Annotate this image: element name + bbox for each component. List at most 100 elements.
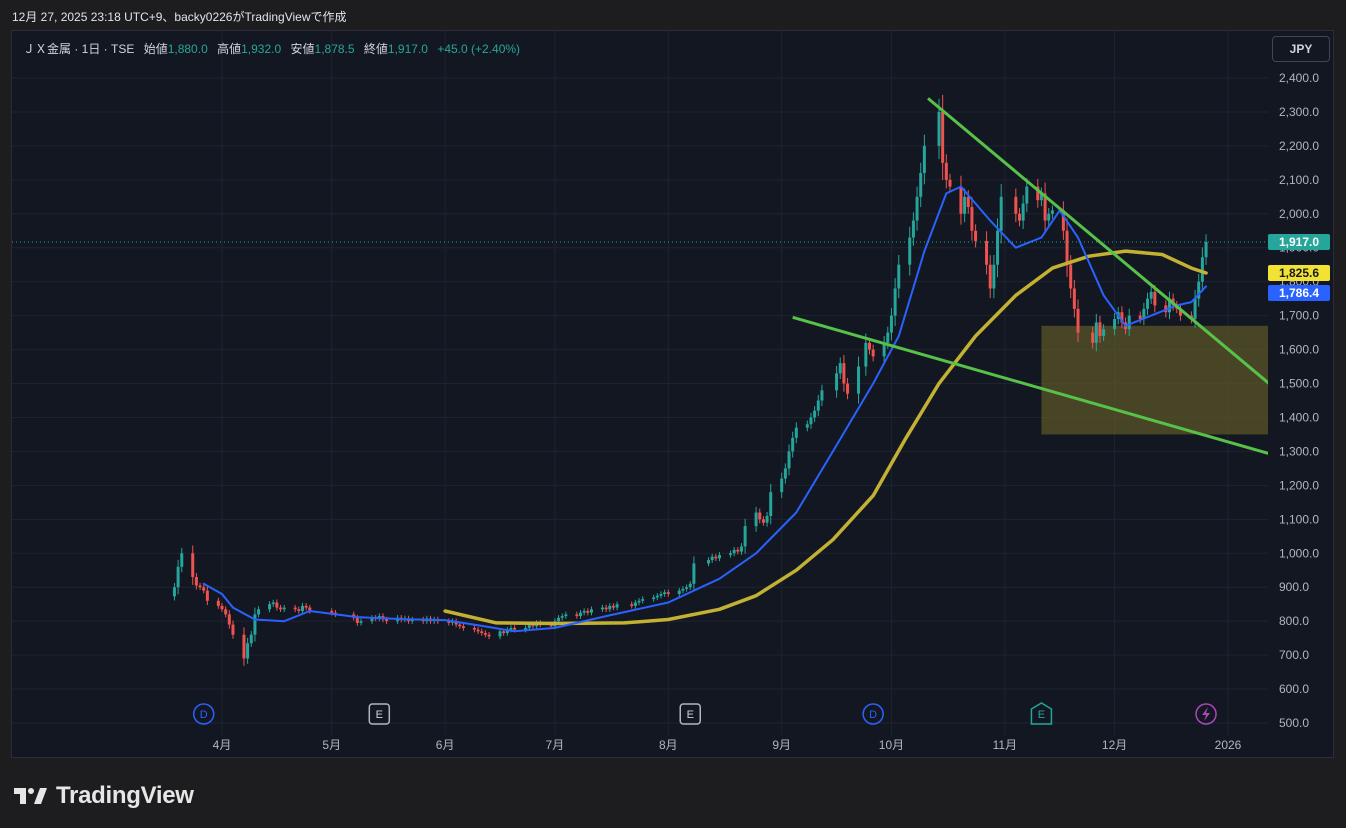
candlestick-series (172, 94, 1208, 666)
candle-body (611, 605, 615, 608)
close-value: 1,917.0 (387, 42, 428, 56)
candle-body (761, 519, 765, 523)
open-label: 始値 (143, 42, 168, 56)
candle-body (1021, 203, 1025, 221)
candle-body (198, 585, 202, 588)
candle-body (739, 546, 743, 552)
candle-body (1036, 186, 1040, 201)
candle-body (297, 609, 301, 611)
candle-body (257, 609, 261, 615)
candle-body (205, 590, 209, 601)
candle-body (447, 621, 451, 623)
candle-body (1039, 193, 1043, 201)
y-tick-label: 900.0 (1279, 580, 1309, 594)
change-value: +45.0 (+2.40%) (437, 42, 521, 56)
candle-body (231, 624, 235, 635)
candle-body (359, 621, 363, 623)
candle-body (835, 373, 839, 391)
candle-body (1098, 322, 1102, 336)
candle-body (963, 196, 967, 214)
candle-body (630, 604, 634, 606)
y-tick-label: 1,400.0 (1279, 410, 1319, 424)
candle-body (714, 556, 718, 559)
candle-body (246, 643, 250, 659)
y-tick-label: 800.0 (1279, 614, 1309, 628)
dividend-icon-ring (192, 703, 215, 725)
candle-body (560, 616, 564, 618)
earnings-icon-letter: E (1038, 709, 1045, 721)
candle-body (692, 563, 696, 584)
tradingview-logo[interactable]: TradingView (12, 782, 194, 810)
price-axis: 500.0 600.0 700.0 800.0 900.0 1,000.0 1,100.0 1… (1279, 71, 1319, 730)
tradingview-logo-icon (14, 788, 47, 804)
candle-body (1197, 281, 1201, 299)
candle-body (758, 512, 762, 520)
x-tick-label: 9月 (772, 738, 791, 752)
candle-body (948, 179, 952, 187)
candle-body (527, 624, 531, 628)
candle-body (600, 607, 604, 610)
candle-body (728, 553, 732, 555)
candle-body (944, 162, 948, 180)
candle-body (385, 619, 389, 622)
candle-body (505, 629, 509, 634)
chart-caption: 12月 27, 2025 23:18 UTC+9、backy0226がTradi… (12, 10, 347, 24)
candle-body (509, 627, 513, 630)
candle-body (685, 587, 689, 589)
candle-body (794, 427, 798, 438)
lightning-icon-ring (1195, 703, 1217, 725)
y-tick-label: 1,300.0 (1279, 444, 1319, 458)
candle-body (194, 577, 198, 586)
trendline (792, 315, 1268, 455)
candle-body (816, 400, 820, 411)
ma-fast-line (202, 185, 1208, 633)
y-tick-label: 600.0 (1279, 682, 1309, 696)
candle-body (549, 624, 553, 627)
candle-body (911, 220, 915, 238)
close-label: 終値 (363, 42, 388, 56)
candle-body (370, 617, 374, 622)
candle-body (253, 614, 257, 635)
candle-body (1142, 308, 1146, 320)
y-tick-label: 2,100.0 (1279, 173, 1319, 187)
candle-body (736, 549, 740, 552)
earnings-icon: E (1030, 702, 1053, 725)
candle-body (220, 605, 224, 610)
y-tick-label: 500.0 (1279, 716, 1309, 730)
candle-body (1065, 230, 1069, 265)
candle-body (293, 607, 297, 610)
candle-body (681, 588, 685, 591)
candle-body (937, 111, 941, 146)
dividend-icon-ring (862, 703, 884, 725)
candle-body (838, 363, 842, 374)
candle-body (655, 595, 659, 598)
tradingview-logo-text: TradingView (56, 782, 194, 809)
lightning-icon-bolt (1202, 707, 1211, 721)
candle-body (1017, 213, 1021, 221)
candle-body (897, 264, 901, 289)
x-tick-label: 6月 (436, 738, 455, 752)
candle-body (805, 424, 809, 428)
candle-body (1069, 264, 1073, 289)
candle-body (652, 597, 656, 600)
earnings-icon-box (368, 703, 391, 725)
y-tick-label: 2,000.0 (1279, 207, 1319, 221)
y-tick-label: 2,300.0 (1279, 105, 1319, 119)
candle-body (780, 478, 784, 493)
candle-body (1193, 298, 1197, 320)
candle-body (242, 634, 246, 659)
candle-body (1072, 288, 1076, 309)
open-value: 1,880.0 (167, 42, 208, 56)
candle-body (304, 605, 308, 608)
candle-body (919, 173, 923, 197)
currency-button[interactable]: JPY (1272, 36, 1330, 62)
candle-body (677, 590, 681, 594)
candle-body (1091, 332, 1095, 343)
candle-body (476, 629, 480, 632)
candle-body (330, 610, 334, 613)
x-tick-label: 8月 (659, 738, 678, 752)
candle-body (275, 602, 279, 608)
candle-body (271, 602, 275, 605)
